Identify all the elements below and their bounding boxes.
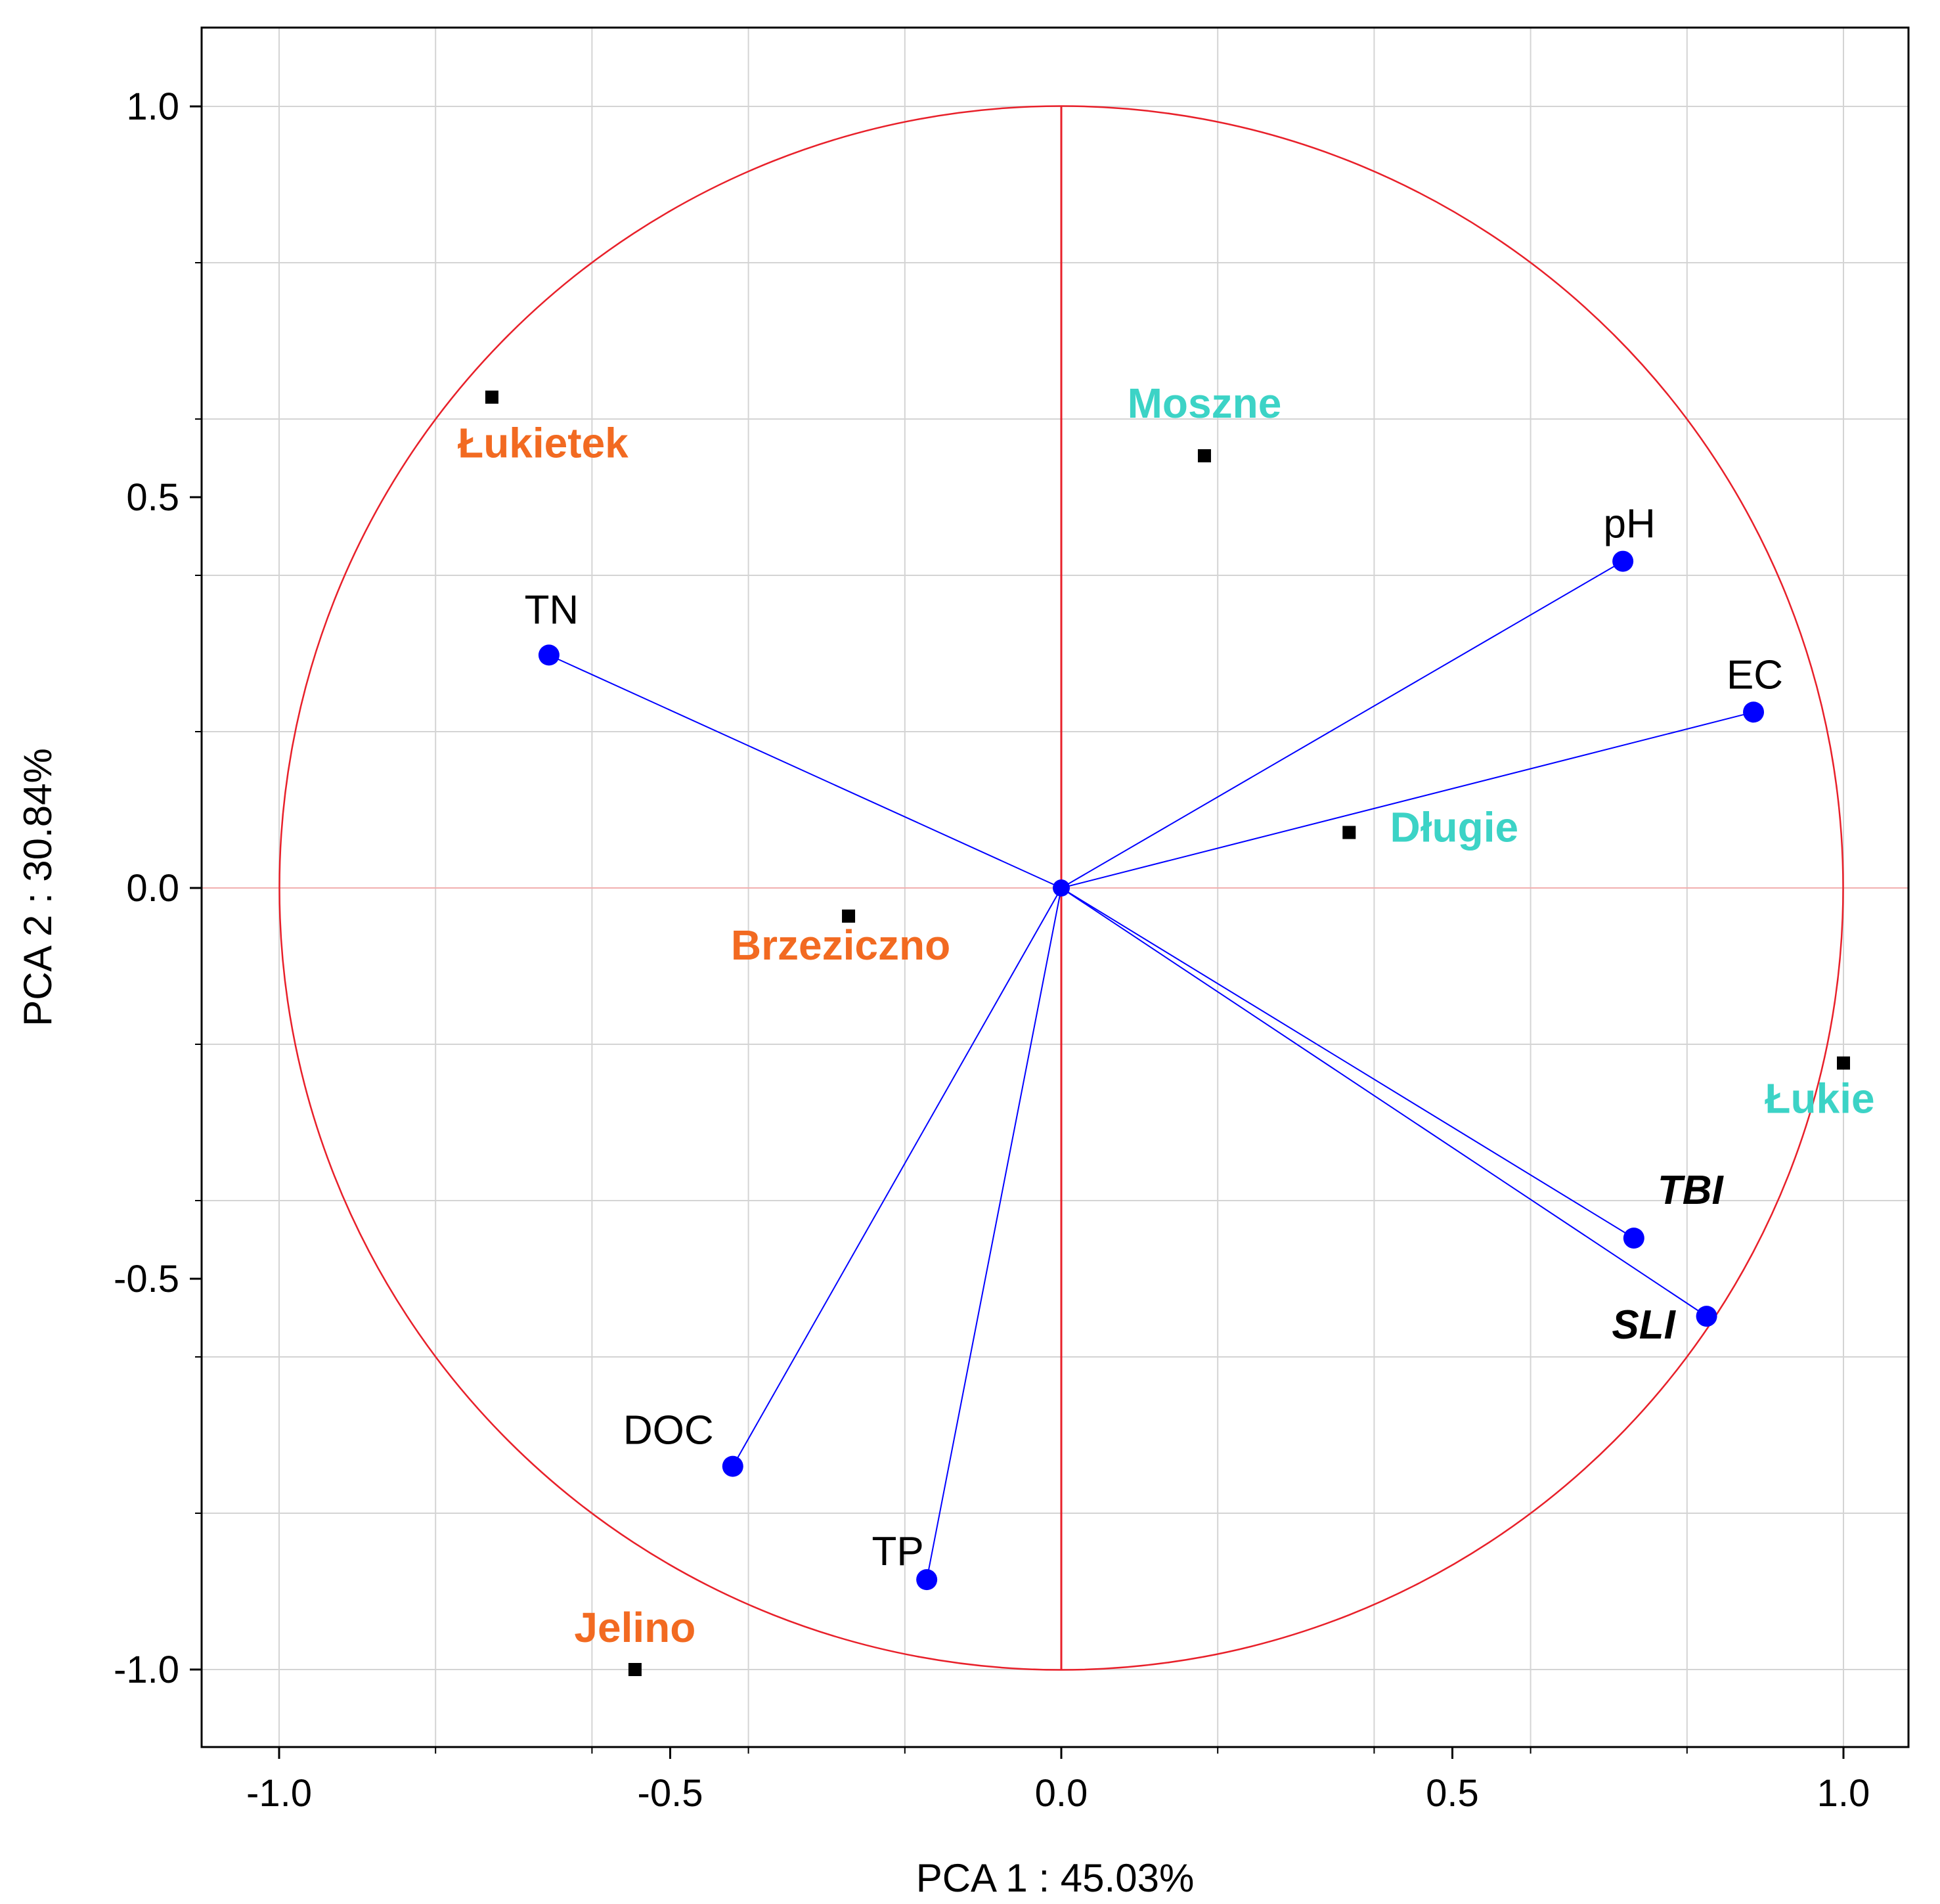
x-tick-label: 0.5 <box>1426 1772 1479 1815</box>
x-tick-label: 0.0 <box>1035 1772 1088 1815</box>
loading-point-tn <box>538 644 560 666</box>
site-3-label: Długie <box>1390 804 1519 851</box>
loading-point-sli <box>1696 1306 1717 1327</box>
x-axis-title: PCA 1 : 45.03% <box>916 1856 1195 1900</box>
x-tick-label: -1.0 <box>246 1772 312 1815</box>
site-5-marker <box>1837 1056 1850 1070</box>
site-2-marker <box>1197 449 1211 462</box>
axis-ticks: -1.0 -0.5 0.0 0.5 1.0 1.0 0.5 0.0 -0.5 -1.0 <box>114 85 1870 1815</box>
variable-label-ec: EC <box>1727 652 1783 697</box>
unit-circle <box>278 105 1844 1671</box>
loading-point-tbi <box>1623 1228 1644 1249</box>
site-4-marker <box>842 909 856 923</box>
loading-line-tp <box>926 887 1062 1580</box>
site-3-marker <box>1342 826 1356 839</box>
site-1-label: Łukietek <box>458 420 628 467</box>
loading-point-doc <box>722 1455 743 1477</box>
loading-vectors <box>538 550 1765 1591</box>
variable-label-tbi: TBI <box>1658 1168 1725 1213</box>
site-5-label: Łukie <box>1765 1075 1874 1122</box>
loading-line-doc <box>732 887 1062 1467</box>
variable-label-ph: pH <box>1604 502 1656 547</box>
y-tick-label: 1.0 <box>126 85 179 128</box>
x-tick-label: 1.0 <box>1817 1772 1870 1815</box>
y-tick-label: -1.0 <box>114 1649 179 1691</box>
site-1-marker <box>485 390 498 404</box>
loading-line-ec <box>1061 711 1754 889</box>
loading-point-ec <box>1743 701 1765 723</box>
site-6-marker <box>628 1663 642 1676</box>
loading-line-sli <box>1061 887 1708 1317</box>
y-axis-title: PCA 2 : 30.84% <box>16 748 60 1027</box>
variable-label-doc: DOC <box>623 1408 714 1453</box>
loading-line-tbi <box>1061 887 1635 1239</box>
loading-point-tp <box>916 1569 938 1591</box>
x-tick-label: -0.5 <box>638 1772 703 1815</box>
site-4-label: Brzeziczno <box>731 921 950 969</box>
loading-line-ph <box>1061 560 1623 889</box>
variable-label-tp: TP <box>872 1529 924 1574</box>
y-tick-label: -0.5 <box>114 1258 179 1300</box>
origin-point <box>1053 879 1070 897</box>
loading-line-tn <box>548 654 1062 889</box>
loading-point-ph <box>1612 550 1634 572</box>
variable-label-tn: TN <box>525 587 579 632</box>
y-tick-label: 0.5 <box>126 476 179 519</box>
site-points <box>485 390 1850 1676</box>
site-2-label: Moszne <box>1128 380 1282 427</box>
variable-label-sli: SLI <box>1612 1302 1676 1348</box>
point-labels: TN pH EC TBI SLI DOC TP Łukietek Moszne Długie Brz… <box>458 380 1874 1651</box>
y-tick-label: 0.0 <box>126 867 179 910</box>
site-6-label: Jelino <box>574 1604 695 1651</box>
